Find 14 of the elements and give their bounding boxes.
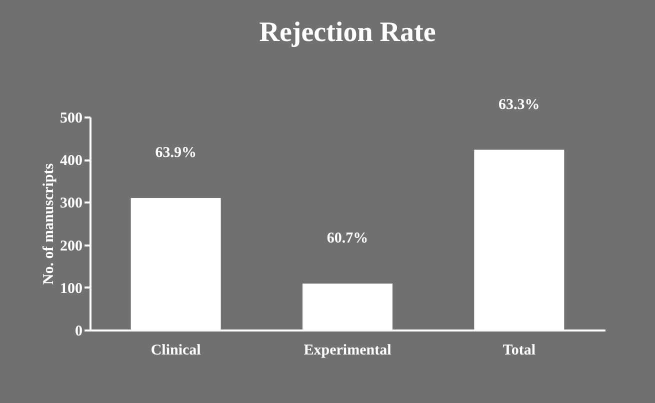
y-tick-label: 500 [60,110,82,126]
annotation: 63.9% [155,144,196,161]
y-tick-label: 200 [60,238,82,254]
y-axis-title: No. of manuscripts [41,163,57,285]
y-tick-label: 100 [60,280,82,297]
x-tick-label: Total [502,342,536,358]
chart-title: Rejection Rate [259,16,436,48]
y-tick-label: 400 [60,153,82,170]
text: 63.3% [498,96,540,113]
y-tick-label: 300 [60,196,82,212]
x-tick-label: Clinical [150,342,201,358]
annotation: 60.7% [326,230,368,247]
x-tick-label: Experimental [304,342,392,358]
y-tick-label: 0 [75,324,82,340]
